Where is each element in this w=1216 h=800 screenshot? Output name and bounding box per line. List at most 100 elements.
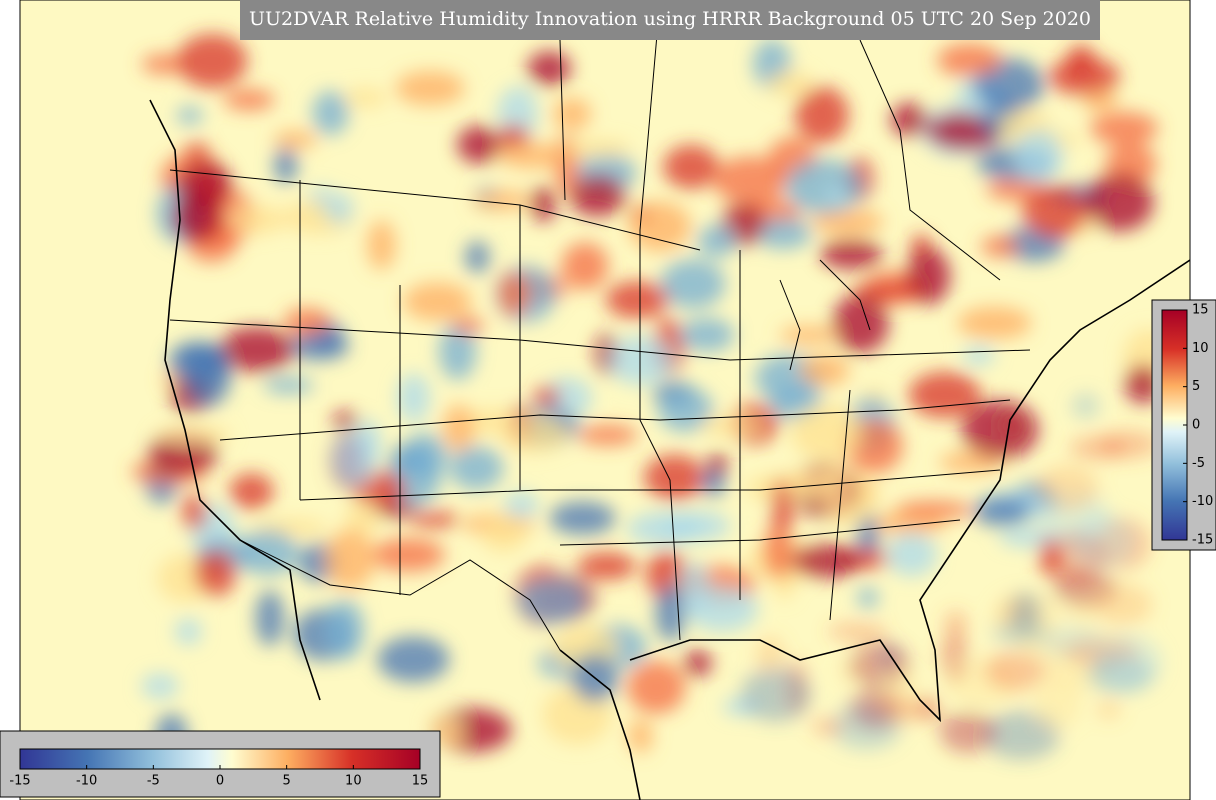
field-blob bbox=[937, 43, 1002, 78]
field-blob bbox=[944, 610, 968, 637]
field-blob bbox=[740, 667, 811, 722]
field-blob bbox=[830, 704, 902, 751]
boundaries bbox=[149, 0, 1190, 800]
field-blob bbox=[287, 332, 350, 361]
field-blob bbox=[1069, 435, 1127, 461]
colorbar-tick-label: 0 bbox=[1192, 418, 1200, 433]
field-blob bbox=[283, 308, 331, 337]
field-blob bbox=[713, 156, 787, 205]
colorbar-tick-label: -5 bbox=[147, 774, 160, 789]
field-blob bbox=[684, 650, 712, 677]
field-blob bbox=[686, 586, 758, 632]
field-blob bbox=[831, 294, 889, 354]
field-blob bbox=[1086, 654, 1153, 694]
field-blob bbox=[1092, 584, 1153, 626]
field-blob bbox=[367, 220, 396, 270]
field-blob bbox=[223, 89, 275, 111]
field-blob bbox=[449, 446, 504, 491]
colorbar-tick-label: -10 bbox=[1192, 494, 1213, 509]
field-blob bbox=[961, 400, 1039, 460]
field-blob bbox=[549, 501, 616, 535]
field-blob bbox=[857, 587, 879, 609]
field-blob bbox=[457, 125, 502, 164]
field-blob bbox=[781, 469, 837, 499]
field-blob bbox=[255, 590, 285, 647]
field-blob bbox=[184, 347, 231, 407]
field-blob bbox=[1070, 514, 1136, 567]
field-blob bbox=[767, 71, 813, 97]
field-blob bbox=[1090, 111, 1158, 145]
field-blob bbox=[984, 650, 1048, 692]
field-blob bbox=[371, 538, 445, 572]
field-blob bbox=[1084, 173, 1154, 232]
field-blob bbox=[886, 532, 937, 577]
field-blob bbox=[465, 241, 490, 274]
field-blob bbox=[962, 346, 996, 366]
field-blob bbox=[332, 411, 359, 429]
field-blob bbox=[811, 718, 845, 735]
innovation-field bbox=[131, 33, 1173, 760]
field-blob bbox=[856, 511, 880, 558]
field-blob bbox=[229, 205, 288, 234]
field-blob bbox=[827, 623, 888, 641]
colorbar-tick-label: 0 bbox=[216, 774, 224, 789]
field-blob bbox=[990, 622, 1049, 644]
field-blob bbox=[377, 636, 450, 683]
field-blob bbox=[678, 317, 735, 352]
field-blob bbox=[577, 424, 638, 446]
colorbar-tick-label: -15 bbox=[9, 774, 30, 789]
field-blob bbox=[811, 208, 884, 236]
field-blob bbox=[500, 414, 569, 453]
field-blob bbox=[982, 710, 1060, 760]
field-blob bbox=[344, 500, 380, 537]
field-blob bbox=[527, 51, 572, 86]
field-blob bbox=[397, 373, 431, 423]
field-blob bbox=[174, 618, 202, 645]
field-blob bbox=[273, 130, 318, 149]
field-blob bbox=[890, 102, 928, 137]
field-blob bbox=[325, 193, 354, 225]
field-blob bbox=[754, 217, 812, 250]
field-blob bbox=[972, 496, 1030, 527]
field-blob bbox=[663, 144, 719, 189]
field-blob bbox=[141, 54, 187, 75]
colorbar-tick-label: 10 bbox=[345, 774, 362, 789]
field-blob bbox=[1035, 465, 1099, 512]
field-blob bbox=[1022, 185, 1088, 238]
field-blob bbox=[981, 235, 1020, 258]
field-blob bbox=[794, 86, 849, 144]
field-blob bbox=[605, 281, 669, 319]
field-blob bbox=[779, 325, 838, 345]
field-blob bbox=[697, 224, 737, 258]
field-blob bbox=[939, 710, 997, 754]
field-blob bbox=[1039, 536, 1060, 576]
field-blob bbox=[1096, 699, 1121, 719]
field-blob bbox=[908, 371, 981, 418]
field-blob bbox=[699, 415, 763, 437]
field-blob bbox=[172, 193, 223, 242]
field-blob bbox=[655, 585, 687, 642]
field-blob bbox=[517, 577, 585, 625]
field-blob bbox=[1048, 57, 1120, 96]
field-blob bbox=[403, 282, 472, 322]
field-blob bbox=[1013, 129, 1064, 183]
field-blob bbox=[552, 97, 592, 131]
field-blob bbox=[660, 259, 726, 309]
field-blob bbox=[826, 187, 847, 206]
field-blob bbox=[1033, 676, 1082, 730]
field-blob bbox=[155, 426, 232, 444]
field-blob bbox=[560, 139, 631, 157]
field-blob bbox=[343, 88, 388, 108]
field-blob bbox=[218, 326, 295, 373]
field-blob bbox=[263, 377, 314, 394]
field-blob bbox=[229, 473, 274, 510]
colorbar-tick-label: -15 bbox=[1192, 533, 1213, 548]
field-blob bbox=[627, 660, 686, 714]
field-blob bbox=[785, 158, 864, 214]
field-blob bbox=[957, 306, 1032, 340]
colorbar-tick-label: 5 bbox=[283, 774, 291, 789]
colorbar-tick-label: 15 bbox=[412, 774, 429, 789]
field-blob bbox=[850, 282, 923, 300]
field-blob bbox=[194, 549, 237, 597]
